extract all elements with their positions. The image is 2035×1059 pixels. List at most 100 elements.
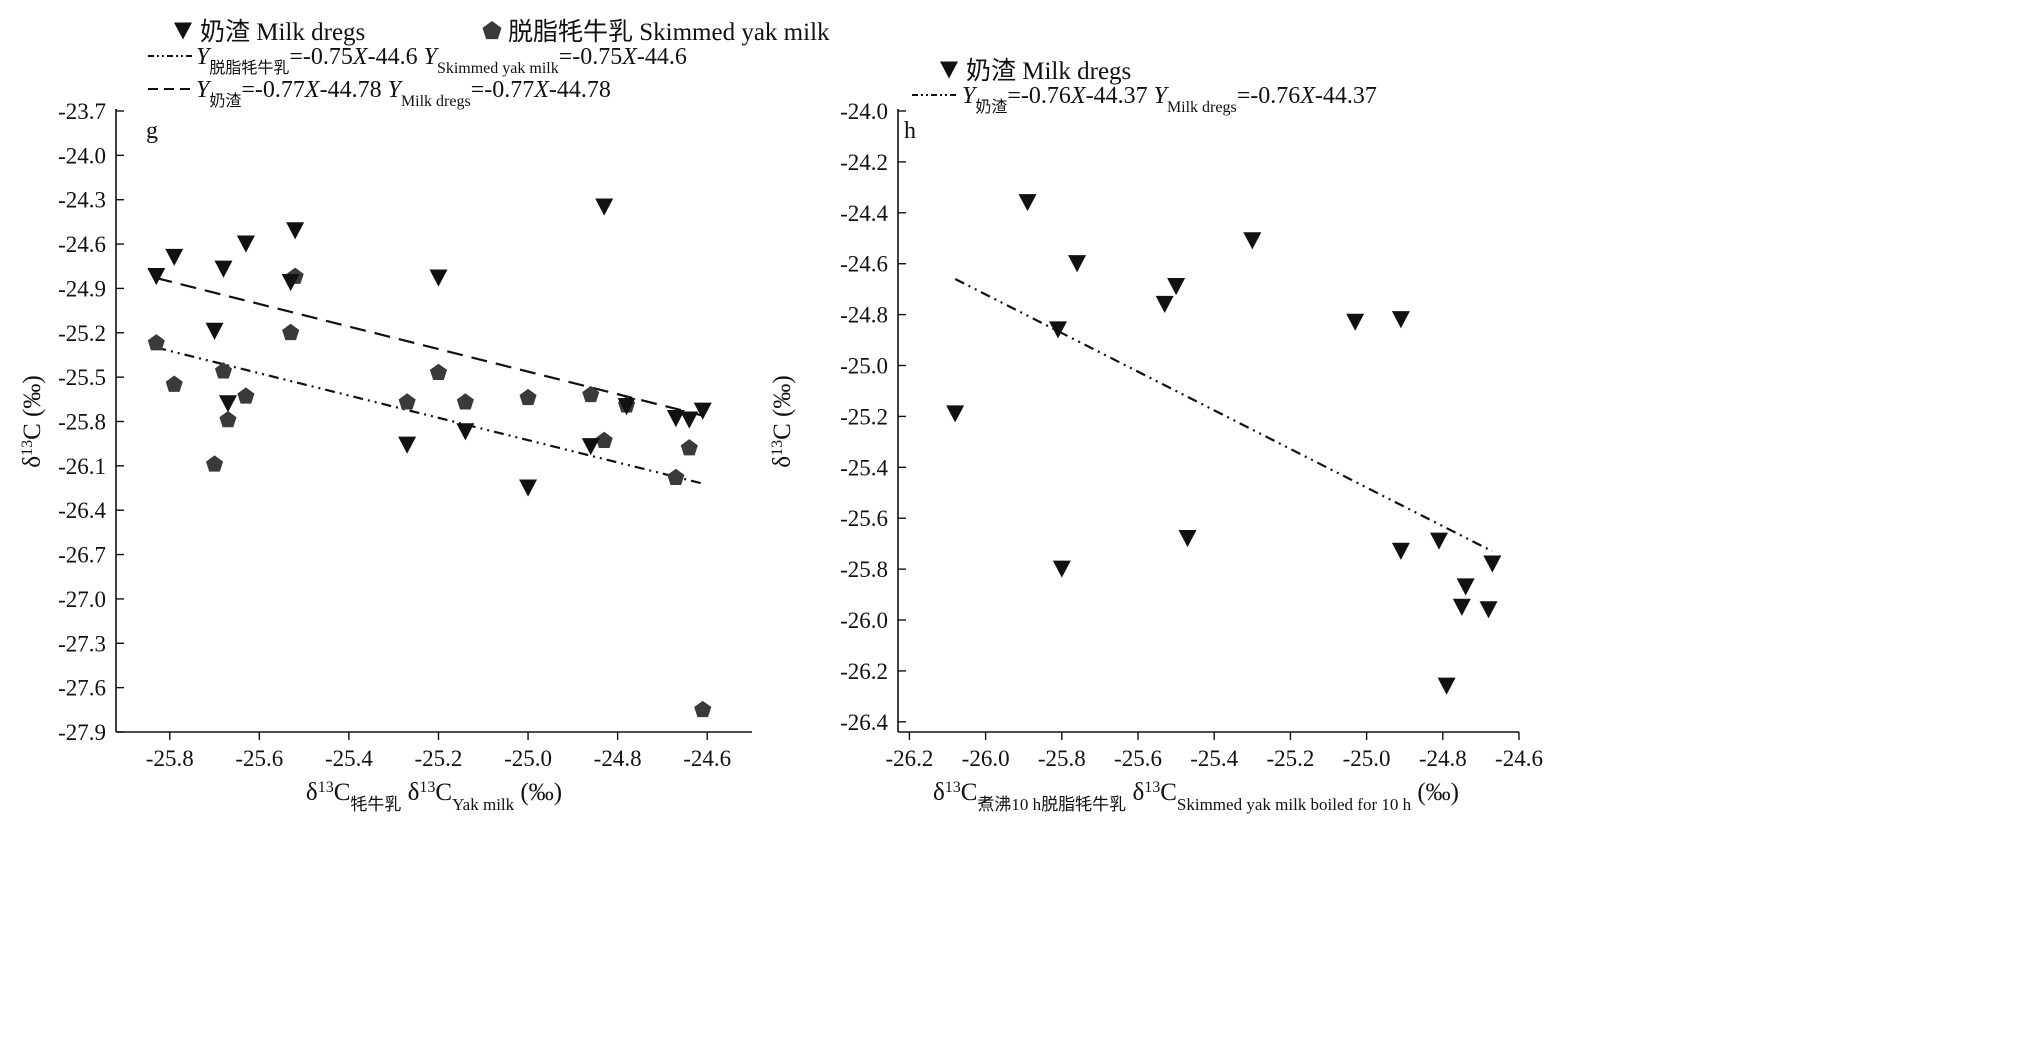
triangle-marker (1391, 542, 1410, 560)
pentagon-marker (482, 21, 502, 40)
legend-label: 奶渣 Milk dregs (200, 18, 365, 46)
triangle-marker (281, 273, 300, 292)
y-tick-label: -27.6 (58, 676, 106, 701)
pentagon-marker (429, 363, 448, 380)
y-tick-label: -27.9 (58, 720, 106, 745)
triangle-marker (147, 268, 166, 286)
triangle-marker (1479, 601, 1498, 619)
pentagon-marker (165, 375, 183, 392)
panel-letter: h (904, 118, 916, 144)
fit-equation: Y脱脂牦牛乳=-0.75X-44.6 YSkimmed yak milk=-0.… (196, 44, 687, 77)
y-tick-label: -24.0 (840, 99, 888, 124)
triangle-marker (1167, 278, 1186, 296)
triangle-marker (214, 260, 233, 278)
pentagon-marker (694, 700, 712, 718)
x-tick-label: -25.6 (235, 746, 283, 771)
panel-letter: g (146, 118, 158, 144)
triangle-marker (205, 322, 224, 340)
y-tick-label: -25.2 (840, 404, 888, 429)
x-tick-label: -26.2 (885, 746, 933, 771)
y-tick-label: -24.9 (58, 276, 106, 301)
pentagon-marker (147, 334, 165, 351)
x-tick-label: -25.4 (1190, 746, 1238, 771)
triangle-marker (666, 409, 685, 428)
x-tick-label: -25.8 (146, 746, 194, 771)
triangle-marker (940, 61, 958, 79)
y-tick-label: -27.3 (58, 631, 106, 656)
panel-g: -23.7 -24.0 -24.3 -24.6 -24.9 -25.2 -25.5 -25.8… (19, 18, 831, 814)
y-tick-label: -23.7 (58, 99, 106, 124)
y-tick-label: -25.6 (840, 506, 888, 531)
pentagon-marker (398, 393, 416, 410)
x-tick-label: -24.8 (594, 746, 642, 771)
triangle-marker (218, 395, 237, 413)
x-axis-label: δ13C煮沸10 h脱脂牦牛乳 δ13CSkimmed yak milk boi… (933, 779, 1459, 814)
y-tick-label: -25.5 (58, 365, 106, 390)
x-tick-label: -25.0 (1343, 746, 1391, 771)
y-tick-label: -24.6 (58, 232, 106, 257)
triangle-marker (581, 438, 600, 456)
x-tick-label: -26.0 (962, 746, 1010, 771)
regression-line-dashdot (954, 277, 1493, 553)
x-tick-label: -24.6 (1495, 746, 1543, 771)
triangle-marker (1346, 313, 1365, 331)
pentagon-marker (214, 362, 233, 379)
legend-label: 脱脂牦牛乳 Skimmed yak milk (508, 18, 830, 46)
fit-equation: Y奶渣=-0.76X-44.37 YMilk dregs=-0.76X-44.3… (962, 83, 1377, 116)
x-tick-label: -25.2 (415, 746, 463, 771)
triangle-marker (1437, 677, 1456, 695)
y-tick-label: -26.1 (58, 454, 106, 479)
y-tick-label: -24.6 (840, 252, 888, 277)
y-tick-label: -26.0 (840, 608, 888, 633)
triangle-marker (617, 398, 636, 416)
y-tick-label: -25.8 (840, 557, 888, 582)
triangle-marker (519, 479, 538, 497)
y-tick-label: -24.8 (840, 303, 888, 328)
pentagon-marker (282, 323, 300, 341)
triangle-marker (398, 436, 417, 454)
x-tick-label: -25.6 (1114, 746, 1162, 771)
triangle-marker (236, 235, 255, 253)
y-tick-label: -24.3 (58, 188, 106, 213)
triangle-marker (456, 423, 475, 441)
y-tick-label: -26.4 (840, 710, 888, 735)
triangle-marker (1391, 311, 1410, 329)
x-tick-label: -25.0 (504, 746, 552, 771)
y-tick-label: -26.4 (58, 498, 106, 523)
triangle-marker (286, 222, 305, 240)
x-axis-label: δ13C牦牛乳 δ13CYak milk (‰) (306, 779, 562, 814)
triangle-marker (1068, 255, 1087, 273)
triangle-marker (1456, 578, 1475, 596)
x-tick-label: -24.8 (1419, 746, 1467, 771)
y-tick-label: -26.7 (58, 543, 106, 568)
x-tick-label: -24.6 (683, 746, 731, 771)
y-tick-label: -25.2 (58, 321, 106, 346)
y-axis-label: δ13C (‰) (19, 375, 47, 467)
pentagon-marker (667, 468, 685, 485)
y-tick-label: -25.0 (840, 354, 888, 379)
triangle-marker (1052, 560, 1071, 578)
fit-equation: Y奶渣=-0.77X-44.78 YMilk dregs=-0.77X-44.7… (196, 77, 611, 110)
y-tick-label: -25.4 (840, 455, 888, 480)
y-tick-label: -26.2 (840, 659, 888, 684)
triangle-marker (1178, 530, 1197, 548)
x-tick-label: -25.2 (1266, 746, 1314, 771)
triangle-marker (1483, 555, 1502, 573)
x-tick-label: -25.4 (325, 746, 373, 771)
y-axis-label: δ13C (‰) (769, 375, 797, 467)
triangle-marker (595, 198, 614, 216)
triangle-marker (1049, 321, 1068, 339)
x-tick-label: -25.8 (1038, 746, 1086, 771)
pentagon-marker (205, 455, 224, 472)
triangle-marker (1429, 532, 1448, 550)
pentagon-marker (237, 387, 255, 404)
y-tick-label: -24.4 (840, 201, 888, 226)
triangle-marker (1452, 598, 1471, 616)
triangle-marker (1018, 194, 1037, 212)
triangle-marker (680, 411, 699, 429)
pentagon-marker (519, 388, 537, 406)
triangle-marker (946, 405, 965, 423)
pentagon-marker (456, 393, 474, 410)
y-tick-label: -24.0 (58, 143, 106, 168)
y-tick-label: -24.2 (840, 150, 888, 175)
